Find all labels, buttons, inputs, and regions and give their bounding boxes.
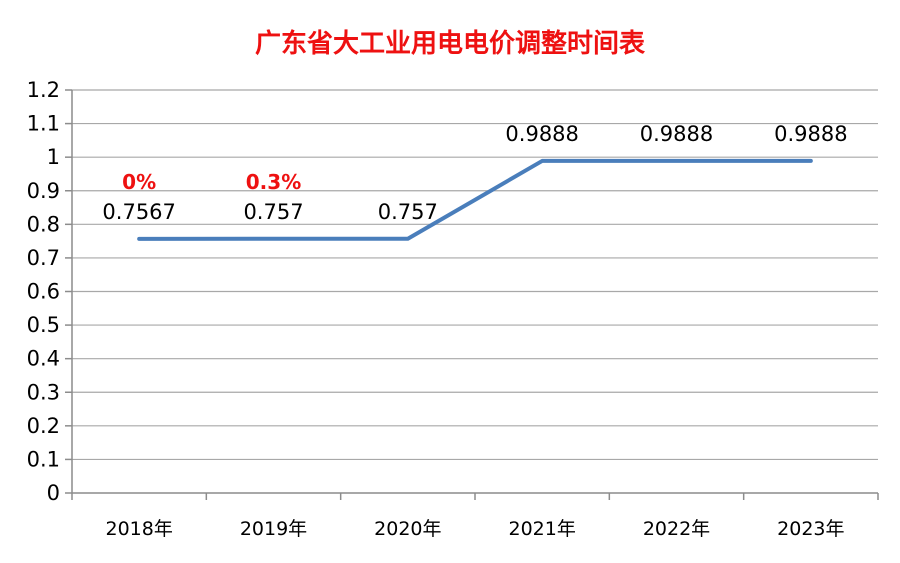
y-tick-label-6: 0.6: [27, 280, 60, 304]
y-tick-label-1: 0.1: [27, 447, 60, 471]
x-tick-label-1: 2019年: [240, 518, 307, 540]
x-tick-label-4: 2022年: [643, 518, 710, 540]
y-tick-label-10: 1: [47, 145, 60, 169]
series-line-0: [137, 158, 813, 241]
data-label-5: 0.9888: [774, 122, 847, 146]
x-tick-label-5: 2023年: [777, 518, 844, 540]
y-tick-label-3: 0.3: [27, 380, 60, 404]
data-labels: 0.7567 0.757 0.757 0.9888 0.9888 0.9888: [102, 122, 847, 224]
x-tick-label-0: 2018年: [105, 518, 172, 540]
y-tick-label-8: 0.8: [27, 212, 60, 236]
annotations: 0% 0.3%: [122, 170, 301, 194]
gridlines: [72, 89, 878, 461]
y-tick-label-4: 0.4: [27, 347, 60, 371]
data-label-4: 0.9888: [640, 122, 713, 146]
y-tick-label-0: 0: [47, 481, 60, 505]
x-axis-tick-labels: 2018年 2019年 2020年 2021年 2022年 2023年: [105, 518, 844, 540]
y-tick-label-11: 1.1: [27, 112, 60, 136]
data-label-1: 0.757: [243, 200, 303, 224]
annotation-1: 0.3%: [246, 170, 301, 194]
y-tick-label-12: 1.2: [27, 78, 60, 102]
chart-title: 广东省大工业用电电价调整时间表: [255, 28, 646, 59]
y-axis-tick-labels: 0 0.1 0.2 0.3 0.4 0.5 0.6 0.7 0.8 0.9 1 1.1 1.2: [27, 78, 60, 505]
y-tick-label-2: 0.2: [27, 414, 60, 438]
y-tick-label-5: 0.5: [27, 313, 60, 337]
data-label-2: 0.757: [378, 200, 438, 224]
x-tick-label-3: 2021年: [508, 518, 575, 540]
y-tick-label-7: 0.7: [27, 246, 60, 270]
data-label-3: 0.9888: [505, 122, 578, 146]
data-label-0: 0.7567: [102, 200, 175, 224]
annotation-0: 0%: [122, 170, 156, 194]
x-tick-label-2: 2020年: [374, 518, 441, 540]
series-layer: [137, 158, 813, 241]
axes: [65, 89, 879, 500]
y-tick-label-9: 0.9: [27, 179, 60, 203]
